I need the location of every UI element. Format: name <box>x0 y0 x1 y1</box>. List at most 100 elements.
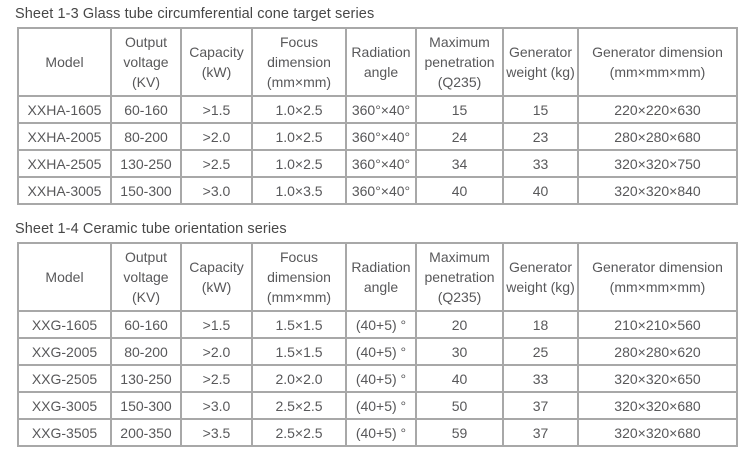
header-row: Model Output voltage (KV) Capacity (kW) Foc… <box>17 242 738 312</box>
table-cell: >3.0 <box>180 391 253 420</box>
table-row: XXHA-3005 150-300 >3.0 1.0×3.5 360°×40° 40 40 3… <box>17 176 738 205</box>
table-cell: (40+5) ° <box>345 418 417 447</box>
table-cell: 200-350 <box>110 418 182 447</box>
table-cell: 50 <box>415 391 504 420</box>
column-header: Radiation angle <box>345 27 417 97</box>
sheet-1-3-table: Model Output voltage (KV) Capacity (kW) Foc… <box>17 27 738 205</box>
table-row: XXHA-2505 130-250 >2.5 1.0×2.5 360°×40° 34 33 3… <box>17 149 738 178</box>
table-cell: 33 <box>502 364 579 393</box>
table-cell: >3.5 <box>180 418 253 447</box>
table-cell: XXG-3505 <box>17 418 112 447</box>
table-cell: 360°×40° <box>345 95 417 124</box>
header-row: Model Output voltage (KV) Capacity (kW) Foc… <box>17 27 738 97</box>
table-row: XXG-1605 60-160 >1.5 1.5×1.5 (40+5) ° 20 18 210… <box>17 310 738 339</box>
table-cell: 2.5×2.5 <box>251 418 347 447</box>
table-cell: 150-300 <box>110 176 182 205</box>
table-cell: XXG-2005 <box>17 337 112 366</box>
table-row: XXHA-2005 80-200 >2.0 1.0×2.5 360°×40° 24 23 28… <box>17 122 738 151</box>
table-cell: 360°×40° <box>345 176 417 205</box>
table-cell: 130-250 <box>110 364 182 393</box>
table-cell: 2.0×2.0 <box>251 364 347 393</box>
sheet-1-4-table: Model Output voltage (KV) Capacity (kW) Foc… <box>17 242 738 447</box>
column-header: Capacity (kW) <box>180 27 253 97</box>
table-cell: 210×210×560 <box>577 310 738 339</box>
column-header: Model <box>17 242 112 312</box>
table-cell: 1.0×3.5 <box>251 176 347 205</box>
table-cell: 37 <box>502 391 579 420</box>
table-cell: 1.0×2.5 <box>251 122 347 151</box>
table-cell: 15 <box>502 95 579 124</box>
column-header: Output voltage (KV) <box>110 27 182 97</box>
column-header: Capacity (kW) <box>180 242 253 312</box>
table-cell: XXHA-2505 <box>17 149 112 178</box>
table-cell: 24 <box>415 122 504 151</box>
table-cell: 320×320×650 <box>577 364 738 393</box>
sheet-1-3-title: Sheet 1-3 Glass tube circumferential con… <box>15 6 375 22</box>
table-cell: >1.5 <box>180 310 253 339</box>
table-cell: XXG-2505 <box>17 364 112 393</box>
table-row: XXG-2005 80-200 >2.0 1.5×1.5 (40+5) ° 30 25 280… <box>17 337 738 366</box>
table-cell: 37 <box>502 418 579 447</box>
table-cell: 130-250 <box>110 149 182 178</box>
table-cell: 20 <box>415 310 504 339</box>
table-cell: 18 <box>502 310 579 339</box>
table-row: XXHA-1605 60-160 >1.5 1.0×2.5 360°×40° 15 15 22… <box>17 95 738 124</box>
table-cell: 30 <box>415 337 504 366</box>
table-cell: 59 <box>415 418 504 447</box>
table-cell: (40+5) ° <box>345 391 417 420</box>
table-row: XXG-3505 200-350 >3.5 2.5×2.5 (40+5) ° 59 37 32… <box>17 418 738 447</box>
table-cell: >2.0 <box>180 122 253 151</box>
table-cell: 2.5×2.5 <box>251 391 347 420</box>
table-cell: 40 <box>415 364 504 393</box>
table-cell: 60-160 <box>110 95 182 124</box>
table-cell: 1.5×1.5 <box>251 337 347 366</box>
table-cell: 1.5×1.5 <box>251 310 347 339</box>
table-cell: 360°×40° <box>345 122 417 151</box>
table-cell: 80-200 <box>110 337 182 366</box>
table-cell: 60-160 <box>110 310 182 339</box>
table-cell: 320×320×680 <box>577 391 738 420</box>
column-header: Output voltage (KV) <box>110 242 182 312</box>
table-cell: 320×320×680 <box>577 418 738 447</box>
table-cell: 40 <box>415 176 504 205</box>
table-cell: 34 <box>415 149 504 178</box>
table-cell: XXG-3005 <box>17 391 112 420</box>
column-header: Maximum penetration (Q235) <box>415 27 504 97</box>
table-cell: 150-300 <box>110 391 182 420</box>
table-cell: >2.5 <box>180 149 253 178</box>
table-cell: 23 <box>502 122 579 151</box>
table-cell: >2.5 <box>180 364 253 393</box>
table-cell: 40 <box>502 176 579 205</box>
table-cell: XXHA-1605 <box>17 95 112 124</box>
table-cell: 320×320×840 <box>577 176 738 205</box>
column-header: Focus dimension (mm×mm) <box>251 27 347 97</box>
column-header: Generator dimension (mm×mm×mm) <box>577 242 738 312</box>
table-cell: (40+5) ° <box>345 337 417 366</box>
table-cell: 280×280×620 <box>577 337 738 366</box>
table-cell: 220×220×630 <box>577 95 738 124</box>
column-header: Generator dimension (mm×mm×mm) <box>577 27 738 97</box>
table-cell: XXG-1605 <box>17 310 112 339</box>
table-cell: 1.0×2.5 <box>251 95 347 124</box>
table-cell: >3.0 <box>180 176 253 205</box>
column-header: Model <box>17 27 112 97</box>
column-header: Generator weight (kg) <box>502 242 579 312</box>
sheet-1-4-title: Sheet 1-4 Ceramic tube orientation serie… <box>15 221 287 237</box>
table-cell: XXHA-3005 <box>17 176 112 205</box>
table-cell: 280×280×680 <box>577 122 738 151</box>
table-cell: 80-200 <box>110 122 182 151</box>
table-cell: XXHA-2005 <box>17 122 112 151</box>
table-row: XXG-2505 130-250 >2.5 2.0×2.0 (40+5) ° 40 33 32… <box>17 364 738 393</box>
column-header: Generator weight (kg) <box>502 27 579 97</box>
table-cell: 25 <box>502 337 579 366</box>
column-header: Focus dimension (mm×mm) <box>251 242 347 312</box>
column-header: Radiation angle <box>345 242 417 312</box>
table-row: XXG-3005 150-300 >3.0 2.5×2.5 (40+5) ° 50 37 32… <box>17 391 738 420</box>
table-cell: (40+5) ° <box>345 310 417 339</box>
table-cell: (40+5) ° <box>345 364 417 393</box>
table-cell: 33 <box>502 149 579 178</box>
table-cell: 320×320×750 <box>577 149 738 178</box>
table-cell: 1.0×2.5 <box>251 149 347 178</box>
column-header: Maximum penetration (Q235) <box>415 242 504 312</box>
